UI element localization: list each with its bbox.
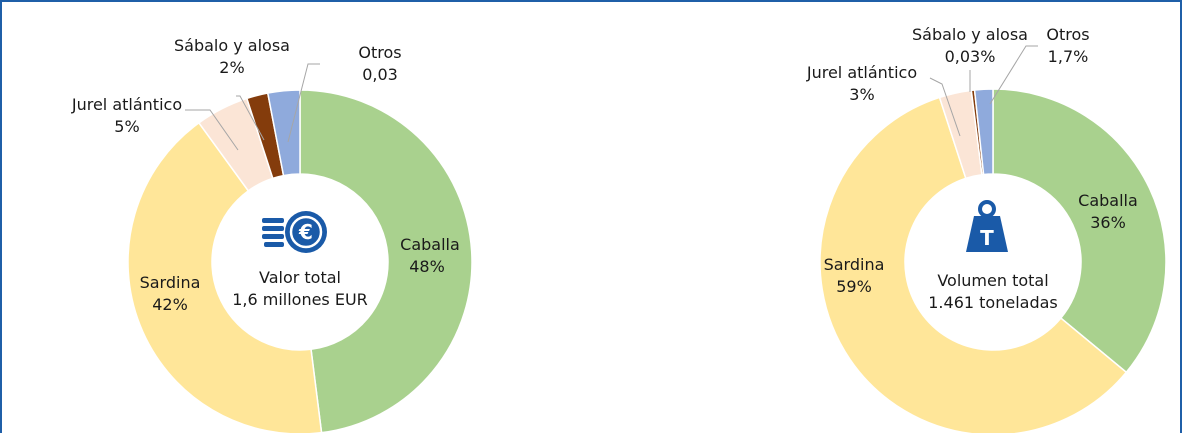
center-text-line2: 1.461 toneladas	[928, 293, 1057, 312]
slice-label-sardina-value: 42%	[152, 295, 188, 314]
slice-label-otros-value: 0,03	[362, 65, 398, 84]
donut-chart-volume	[819, 88, 1167, 433]
slice-sardina	[819, 96, 1128, 433]
slice-label-sardina-value: 59%	[836, 277, 872, 296]
slice-label-sabalo-name: Sábalo y alosa	[174, 36, 290, 55]
slice-label-jurel-value: 5%	[114, 117, 139, 136]
weight-icon: T	[966, 200, 1008, 252]
slice-caballa	[992, 88, 1167, 374]
leader-lines-chart1	[185, 63, 320, 151]
slice-label-caballa-value: 36%	[1090, 213, 1126, 232]
slice-label-jurel-name: Jurel atlántico	[71, 95, 182, 114]
weight-letter: T	[980, 226, 994, 250]
slice-label-otros-name: Otros	[358, 43, 401, 62]
leader-lines-chart2	[929, 45, 1038, 137]
svg-text:€: €	[298, 220, 313, 244]
euro-coins-icon: €	[262, 211, 327, 253]
center-text-line1: Volumen total	[937, 271, 1048, 290]
slice-label-caballa-value: 48%	[409, 257, 445, 276]
slice-label-otros-name: Otros	[1046, 25, 1089, 44]
center-text-line1: Valor total	[259, 268, 341, 287]
slice-label-jurel-name: Jurel atlántico	[806, 63, 917, 82]
slice-caballa	[299, 89, 473, 433]
slice-label-jurel-value: 3%	[849, 85, 874, 104]
center-text-line2: 1,6 millones EUR	[232, 290, 368, 309]
slice-label-sardina-name: Sardina	[824, 255, 885, 274]
slice-otros	[973, 88, 994, 176]
slice-label-caballa-name: Caballa	[1078, 191, 1138, 210]
slice-label-sabalo-value: 2%	[219, 58, 244, 77]
slice-otros	[266, 89, 301, 177]
slice-label-sardina-name: Sardina	[140, 273, 201, 292]
slice-sardina	[127, 121, 323, 433]
donut-chart-value	[127, 89, 473, 433]
slice-label-otros-value: 1,7%	[1048, 47, 1089, 66]
slice-label-sabalo-value: 0,03%	[945, 47, 996, 66]
slice-label-caballa-name: Caballa	[400, 235, 460, 254]
slice-label-sabalo-name: Sábalo y alosa	[912, 25, 1028, 44]
